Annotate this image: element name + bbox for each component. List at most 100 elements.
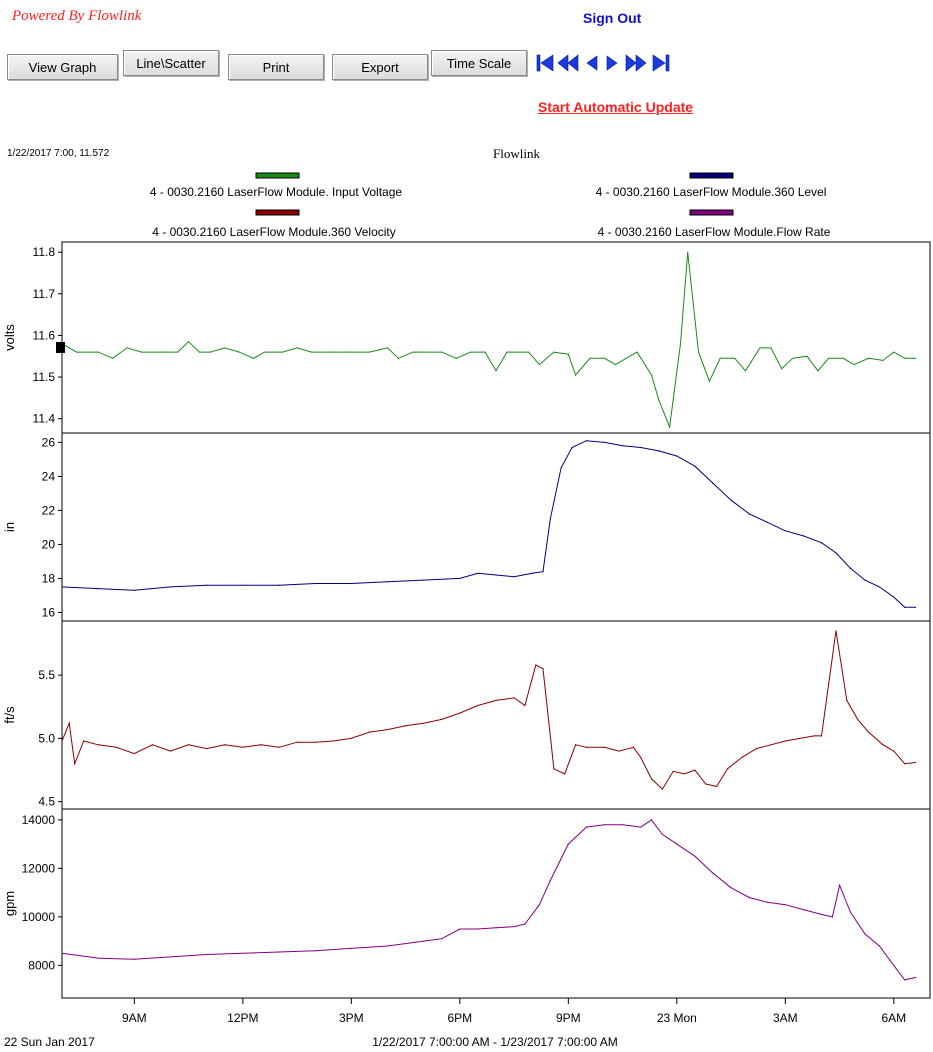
data-point (784, 530, 786, 532)
data-point (574, 374, 577, 376)
y-tick-label: 4.5 (38, 795, 55, 809)
data-point (882, 359, 884, 361)
legend-swatch-input-voltage (255, 172, 300, 179)
data-point (397, 357, 399, 359)
data-point (650, 778, 653, 780)
data-point (423, 722, 425, 724)
data-point (535, 664, 537, 666)
data-point (423, 579, 425, 581)
data-point (350, 737, 352, 740)
x-tick-label: 3AM (773, 1011, 798, 1025)
data-point (278, 584, 280, 586)
data-point (589, 357, 591, 359)
data-point (206, 584, 208, 586)
x-tick-label: 3PM (339, 1011, 364, 1025)
data-point (169, 586, 172, 588)
data-point (636, 351, 638, 353)
data-point (314, 741, 316, 743)
data-point (806, 355, 808, 357)
data-point (314, 950, 316, 952)
data-point (694, 465, 696, 467)
y-axis-label: in (2, 522, 17, 532)
data-point (61, 586, 63, 588)
data-point (133, 753, 135, 755)
data-point (621, 445, 624, 447)
data-point (759, 347, 761, 349)
series-line-flow-rate (61, 819, 916, 981)
data-point (828, 357, 830, 359)
x-axis: 9AM 12PM 3PM 6PM 9PM 23 Mon 3AM 6AM (122, 998, 906, 1025)
export-button[interactable]: Export (332, 54, 428, 80)
fast-forward-icon[interactable] (625, 54, 647, 72)
step-back-icon[interactable] (586, 55, 598, 71)
first-icon[interactable] (536, 54, 554, 72)
data-point (459, 712, 461, 714)
data-point (242, 952, 244, 954)
sign-out-link[interactable]: Sign Out (583, 10, 642, 26)
data-point (527, 351, 530, 353)
x-range-label: 1/22/2017 7:00:00 AM - 1/23/2017 7:00:00… (372, 1035, 618, 1049)
y-axis-label: gpm (2, 891, 17, 916)
data-point (97, 744, 99, 746)
data-point (571, 446, 573, 449)
data-point (332, 740, 334, 742)
data-point (687, 251, 689, 253)
data-point (835, 630, 837, 632)
data-point (140, 351, 143, 353)
x-tick-label: 23 Mon (657, 1011, 697, 1025)
data-point (513, 925, 515, 928)
data-point (61, 740, 63, 742)
data-point (495, 927, 497, 929)
data-point (253, 357, 255, 359)
series-line-input-voltage (61, 252, 916, 429)
data-point (209, 351, 211, 353)
data-point (603, 441, 606, 444)
data-point (820, 913, 823, 916)
data-point (658, 399, 660, 401)
data-point (842, 357, 844, 359)
data-point (332, 351, 334, 353)
last-icon[interactable] (652, 54, 670, 72)
print-button[interactable]: Print (228, 54, 324, 80)
time-scale-button[interactable]: Time Scale (431, 50, 527, 76)
y-tick-label: 11.8 (33, 245, 56, 259)
data-point (477, 704, 479, 707)
legend: 4 - 0030.2160 LaserFlow Module. Input Vo… (150, 172, 831, 239)
data-point (115, 746, 117, 748)
data-point (867, 357, 870, 359)
data-point (849, 911, 852, 913)
data-point (549, 879, 551, 882)
data-point (68, 722, 70, 724)
rewind-icon[interactable] (557, 54, 579, 72)
data-point (853, 363, 855, 366)
data-point (567, 843, 569, 845)
data-point (914, 357, 917, 359)
data-point (730, 887, 732, 889)
data-point (423, 940, 425, 942)
step-forward-icon[interactable] (606, 55, 618, 71)
x-tick-label: 9AM (122, 1011, 147, 1025)
data-point (169, 956, 172, 958)
data-point (162, 351, 164, 353)
y-tick-label: 10000 (22, 910, 56, 924)
data-point (893, 750, 895, 752)
data-point (734, 357, 736, 359)
view-graph-button[interactable]: View Graph (7, 54, 118, 80)
line-scatter-button[interactable]: Line\Scatter (123, 50, 219, 76)
data-point (802, 908, 805, 911)
data-point (524, 923, 526, 925)
data-point (770, 347, 772, 349)
y-tick-label: 24 (42, 469, 56, 483)
data-point (506, 351, 508, 353)
y-tick-label: 20 (42, 537, 56, 551)
data-point (404, 725, 407, 727)
data-point (574, 744, 577, 746)
cursor-marker[interactable] (56, 342, 65, 353)
y-tick-label: 8000 (28, 958, 55, 972)
start-auto-update-link[interactable]: Start Automatic Update (538, 99, 694, 115)
data-point (694, 855, 696, 857)
y-tick-label: 11.6 (33, 328, 56, 342)
data-point (567, 353, 569, 355)
data-point (177, 351, 179, 353)
